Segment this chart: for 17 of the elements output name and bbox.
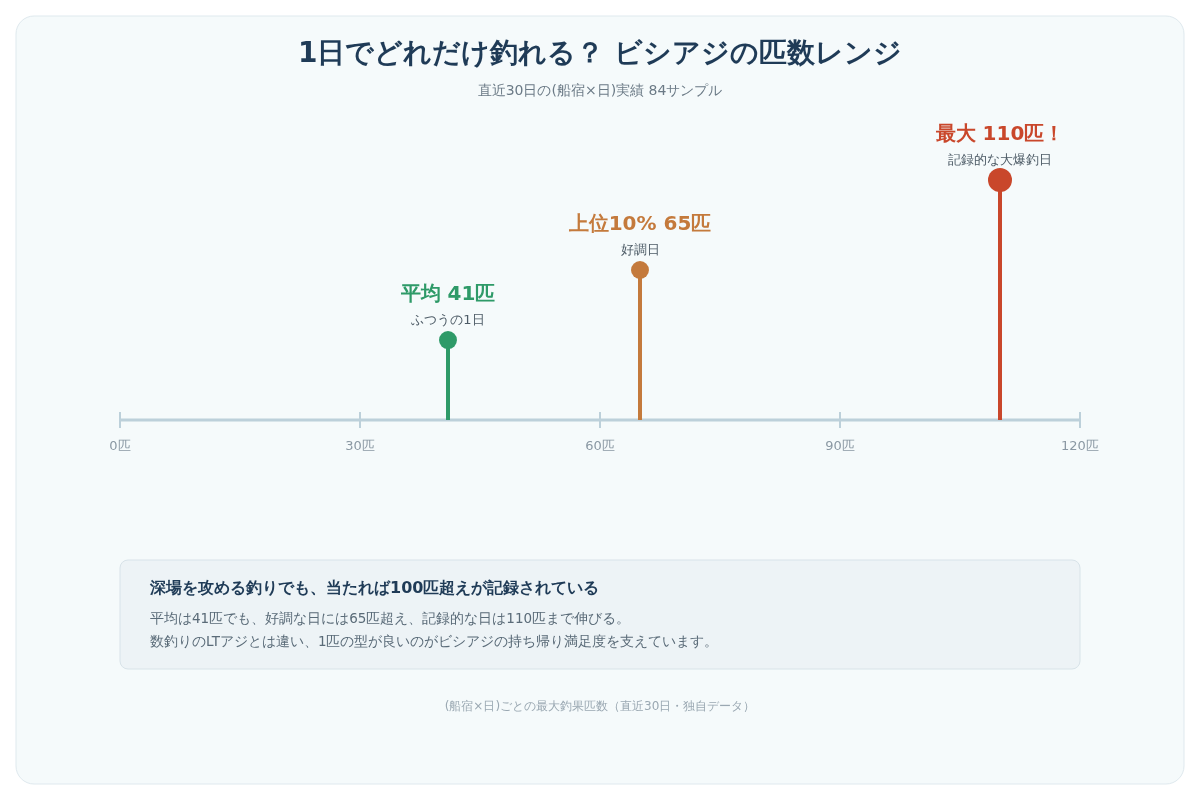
annotation: 記録的な大爆釣日 (948, 152, 1052, 167)
x-tick-label: 30匹 (345, 438, 375, 453)
annotation: 好調日 (620, 242, 660, 257)
x-tick-label: 90匹 (825, 438, 855, 453)
annotation: 上位10% 65匹 (567, 211, 712, 235)
annotation: 最大 110匹！ (934, 121, 1065, 145)
text: 平均は41匹でも、好調な日には65匹超え、記録的な日は110匹まで伸びる。 (150, 610, 631, 626)
x-tick-label: 120匹 (1061, 438, 1099, 453)
annotation: ふつうの1日 (410, 312, 485, 328)
text: (船宿×日)ごとの最大釣果匹数（直近30日・独自データ） (444, 699, 756, 713)
annotation: 平均 41匹 (399, 281, 496, 306)
chart-title: 1日でどれだけ釣れる？ ビシアジの匹数レンジ (297, 36, 903, 69)
text: 深場を攻める釣りでも、当たれば100匹超えが記録されている (149, 578, 600, 597)
chart-subtitle: 直近30日の(船宿×日)実績 84サンプル (477, 82, 723, 98)
text: 数釣りのLTアジとは違い、1匹の型が良いのがビシアジの持ち帰り満足度を支えています。 (150, 633, 719, 649)
x-tick-label: 60匹 (585, 438, 615, 453)
x-tick-label: 0匹 (109, 438, 131, 453)
